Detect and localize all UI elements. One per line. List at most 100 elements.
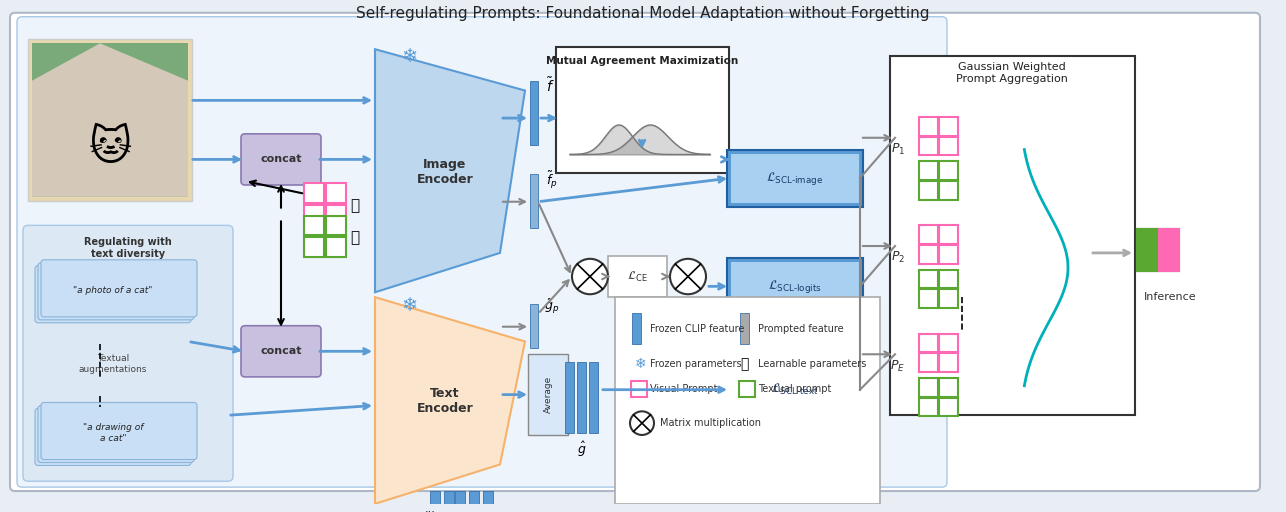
- Circle shape: [630, 411, 655, 435]
- FancyBboxPatch shape: [325, 216, 346, 235]
- FancyBboxPatch shape: [35, 409, 192, 465]
- Text: concat: concat: [260, 155, 302, 164]
- FancyBboxPatch shape: [10, 13, 1260, 491]
- FancyBboxPatch shape: [303, 205, 324, 224]
- FancyBboxPatch shape: [35, 266, 192, 323]
- FancyBboxPatch shape: [608, 256, 667, 297]
- Text: Textual
augmentations: Textual augmentations: [78, 354, 147, 374]
- FancyBboxPatch shape: [939, 270, 958, 288]
- FancyBboxPatch shape: [455, 491, 466, 509]
- Text: Regulating with
text diversity: Regulating with text diversity: [84, 237, 172, 259]
- FancyBboxPatch shape: [325, 237, 346, 257]
- FancyBboxPatch shape: [939, 117, 958, 136]
- FancyBboxPatch shape: [730, 154, 859, 203]
- FancyBboxPatch shape: [1137, 251, 1157, 271]
- FancyBboxPatch shape: [939, 289, 958, 308]
- FancyBboxPatch shape: [919, 137, 937, 156]
- Polygon shape: [376, 297, 525, 504]
- FancyBboxPatch shape: [589, 362, 598, 433]
- Text: $\mathcal{L}_{\mathrm{CE}}$: $\mathcal{L}_{\mathrm{CE}}$: [628, 269, 648, 284]
- FancyBboxPatch shape: [939, 161, 958, 180]
- FancyBboxPatch shape: [739, 313, 748, 345]
- FancyBboxPatch shape: [41, 260, 197, 317]
- FancyBboxPatch shape: [1159, 251, 1179, 271]
- Text: Gaussian Weighted
Prompt Aggregation: Gaussian Weighted Prompt Aggregation: [955, 62, 1067, 83]
- FancyBboxPatch shape: [919, 225, 937, 244]
- FancyBboxPatch shape: [530, 81, 538, 145]
- Text: $\tilde{f}_p$: $\tilde{f}_p$: [547, 169, 558, 191]
- FancyBboxPatch shape: [730, 365, 859, 414]
- FancyBboxPatch shape: [1159, 251, 1179, 271]
- FancyBboxPatch shape: [17, 17, 946, 487]
- FancyBboxPatch shape: [484, 491, 493, 509]
- FancyBboxPatch shape: [919, 117, 937, 136]
- FancyBboxPatch shape: [529, 354, 568, 435]
- Text: Learnable parameters: Learnable parameters: [757, 359, 867, 369]
- Text: Visual Prompt: Visual Prompt: [649, 383, 718, 394]
- Text: Prompted feature: Prompted feature: [757, 324, 844, 334]
- FancyBboxPatch shape: [615, 297, 880, 504]
- FancyBboxPatch shape: [430, 491, 440, 509]
- FancyBboxPatch shape: [919, 397, 937, 416]
- FancyBboxPatch shape: [631, 381, 647, 397]
- FancyBboxPatch shape: [727, 361, 863, 418]
- Text: ❄: ❄: [635, 357, 647, 371]
- Text: "a drawing of
a cat": "a drawing of a cat": [82, 423, 143, 443]
- Text: Inference: Inference: [1143, 292, 1196, 302]
- FancyBboxPatch shape: [23, 225, 233, 481]
- FancyBboxPatch shape: [939, 137, 958, 156]
- Text: $\hat{g}$: $\hat{g}$: [577, 440, 586, 459]
- FancyBboxPatch shape: [939, 225, 958, 244]
- Text: $\mathcal{L}_{\mathrm{SCL\text{-}logits}}$: $\mathcal{L}_{\mathrm{SCL\text{-}logits}…: [768, 278, 822, 295]
- FancyBboxPatch shape: [919, 161, 937, 180]
- FancyBboxPatch shape: [939, 353, 958, 372]
- FancyBboxPatch shape: [303, 237, 324, 257]
- FancyBboxPatch shape: [28, 39, 192, 201]
- FancyBboxPatch shape: [1137, 229, 1157, 249]
- Text: $P_E$: $P_E$: [890, 358, 905, 374]
- FancyBboxPatch shape: [939, 334, 958, 352]
- Text: $\tilde{f}$: $\tilde{f}$: [545, 76, 554, 95]
- FancyBboxPatch shape: [1137, 251, 1157, 271]
- FancyBboxPatch shape: [325, 205, 346, 224]
- FancyBboxPatch shape: [730, 262, 859, 311]
- FancyBboxPatch shape: [939, 245, 958, 264]
- FancyBboxPatch shape: [631, 313, 640, 345]
- FancyBboxPatch shape: [919, 289, 937, 308]
- FancyBboxPatch shape: [325, 183, 346, 203]
- FancyBboxPatch shape: [939, 378, 958, 397]
- Text: $\tilde{g}_p$: $\tilde{g}_p$: [544, 298, 559, 316]
- FancyBboxPatch shape: [577, 362, 586, 433]
- FancyBboxPatch shape: [303, 183, 324, 203]
- Text: Mutual Agreement Maximization: Mutual Agreement Maximization: [545, 56, 738, 66]
- Text: 🔥: 🔥: [351, 198, 360, 213]
- FancyBboxPatch shape: [919, 353, 937, 372]
- FancyBboxPatch shape: [739, 381, 755, 397]
- FancyBboxPatch shape: [1159, 229, 1179, 249]
- FancyBboxPatch shape: [727, 258, 863, 315]
- FancyBboxPatch shape: [530, 304, 538, 348]
- FancyBboxPatch shape: [919, 378, 937, 397]
- Text: 🔥: 🔥: [351, 230, 360, 246]
- FancyBboxPatch shape: [919, 245, 937, 264]
- FancyBboxPatch shape: [565, 362, 574, 433]
- FancyBboxPatch shape: [919, 270, 937, 288]
- FancyBboxPatch shape: [240, 134, 322, 185]
- FancyBboxPatch shape: [1159, 251, 1179, 271]
- FancyBboxPatch shape: [1137, 251, 1157, 271]
- Text: "a photo of a cat": "a photo of a cat": [73, 286, 153, 295]
- FancyBboxPatch shape: [939, 397, 958, 416]
- FancyBboxPatch shape: [1159, 229, 1179, 249]
- FancyBboxPatch shape: [919, 334, 937, 352]
- FancyBboxPatch shape: [240, 326, 322, 377]
- Text: concat: concat: [260, 346, 302, 356]
- FancyBboxPatch shape: [919, 181, 937, 200]
- Text: ❄: ❄: [401, 295, 418, 314]
- Text: 🔥: 🔥: [739, 357, 748, 371]
- FancyBboxPatch shape: [727, 150, 863, 207]
- Polygon shape: [376, 49, 525, 292]
- Text: $\mathcal{L}_{\mathrm{SCL\text{-}image}}$: $\mathcal{L}_{\mathrm{SCL\text{-}image}}…: [766, 169, 823, 186]
- Text: ...: ...: [424, 504, 436, 512]
- FancyBboxPatch shape: [890, 56, 1136, 415]
- Text: Textual prompt: Textual prompt: [757, 383, 831, 394]
